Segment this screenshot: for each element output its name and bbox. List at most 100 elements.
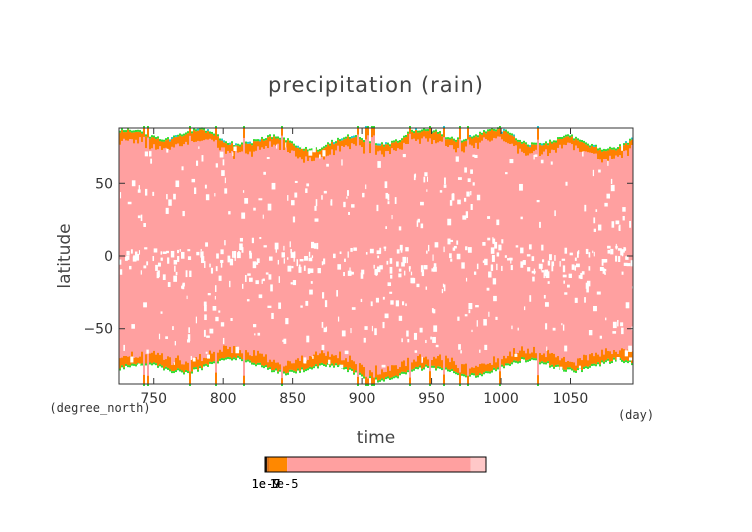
heatmap-gap bbox=[200, 251, 204, 258]
heatmap-gap bbox=[252, 261, 257, 269]
heatmap-cell bbox=[599, 356, 601, 365]
heatmap-cell bbox=[499, 126, 501, 128]
heatmap-cell bbox=[289, 361, 291, 370]
heatmap-gap bbox=[220, 322, 225, 327]
heatmap-cell bbox=[223, 142, 225, 148]
heatmap-gap bbox=[262, 214, 264, 219]
heatmap-cell bbox=[225, 143, 227, 154]
heatmap-cell bbox=[549, 139, 551, 142]
heatmap-cell bbox=[525, 353, 527, 361]
heatmap-gap bbox=[324, 300, 328, 308]
heatmap-gap bbox=[167, 282, 171, 287]
heatmap-cell bbox=[423, 367, 425, 370]
heatmap-gap bbox=[205, 351, 208, 354]
heatmap-cell bbox=[413, 368, 415, 371]
heatmap-cell bbox=[423, 357, 425, 368]
heatmap-gap bbox=[224, 240, 226, 246]
heatmap-cell bbox=[311, 367, 313, 370]
heatmap-cell bbox=[313, 148, 315, 367]
heatmap-gap bbox=[256, 258, 260, 263]
heatmap-cell bbox=[583, 367, 585, 370]
heatmap-gap bbox=[312, 146, 316, 153]
heatmap-cell bbox=[395, 375, 397, 378]
heatmap-cell bbox=[381, 144, 383, 379]
heatmap-gap bbox=[341, 330, 346, 337]
heatmap-cell bbox=[197, 359, 199, 370]
heatmap-gap bbox=[468, 309, 471, 314]
heatmap-cell bbox=[533, 358, 535, 361]
heatmap-gap bbox=[588, 252, 591, 258]
x-tick-label: 950 bbox=[418, 391, 445, 407]
heatmap-cell bbox=[509, 132, 511, 135]
heatmap-cell bbox=[153, 362, 155, 365]
heatmap-cell bbox=[277, 371, 279, 374]
heatmap-cell bbox=[423, 130, 425, 137]
heatmap-cell bbox=[181, 134, 183, 137]
heatmap-cell bbox=[435, 358, 437, 369]
heatmap-cell bbox=[485, 364, 487, 372]
heatmap-cell bbox=[243, 128, 245, 138]
heatmap-cell bbox=[147, 128, 149, 138]
heatmap-cell bbox=[359, 139, 361, 146]
heatmap-gap bbox=[426, 250, 428, 254]
heatmap-cell bbox=[609, 361, 611, 364]
heatmap-cell bbox=[273, 370, 275, 373]
heatmap-cell bbox=[447, 139, 449, 370]
heatmap-gap bbox=[586, 280, 591, 287]
heatmap-gap bbox=[382, 321, 385, 329]
heatmap-cell bbox=[191, 371, 193, 374]
heatmap-gap bbox=[157, 262, 161, 267]
heatmap-gap bbox=[462, 215, 467, 220]
heatmap-cell bbox=[451, 138, 453, 369]
heatmap-cell bbox=[305, 148, 307, 157]
heatmap-cell bbox=[563, 369, 565, 372]
heatmap-gap bbox=[138, 185, 140, 192]
heatmap-cell bbox=[513, 136, 515, 361]
heatmap-cell bbox=[217, 136, 219, 148]
heatmap-cell bbox=[221, 351, 223, 359]
heatmap-cell bbox=[483, 372, 485, 375]
heatmap-cell bbox=[145, 136, 147, 149]
colorbar-band bbox=[269, 457, 288, 472]
heatmap-cell bbox=[179, 133, 181, 136]
heatmap-gap bbox=[470, 169, 473, 174]
heatmap-cell bbox=[487, 371, 489, 374]
heatmap-cell bbox=[399, 140, 401, 143]
heatmap-cell bbox=[605, 360, 607, 363]
heatmap-gap bbox=[251, 237, 254, 244]
heatmap-cell bbox=[129, 365, 131, 368]
heatmap-gap bbox=[344, 258, 346, 262]
heatmap-gap bbox=[584, 297, 586, 303]
heatmap-cell bbox=[167, 137, 169, 140]
heatmap-cell bbox=[139, 356, 141, 364]
heatmap-cell bbox=[469, 374, 471, 377]
heatmap-cell bbox=[189, 371, 191, 384]
heatmap-cell bbox=[171, 371, 173, 374]
heatmap-cell bbox=[609, 148, 611, 362]
heatmap-gap bbox=[562, 324, 565, 331]
heatmap-cell bbox=[511, 356, 513, 363]
heatmap-cell bbox=[427, 365, 429, 368]
heatmap-cell bbox=[299, 147, 301, 150]
heatmap-gap bbox=[239, 237, 244, 242]
heatmap-cell bbox=[217, 352, 219, 362]
heatmap-gap bbox=[517, 327, 519, 331]
heatmap-cell bbox=[277, 136, 279, 139]
heatmap-cell bbox=[241, 359, 243, 362]
heatmap-cell bbox=[501, 131, 503, 134]
heatmap-cell bbox=[151, 352, 153, 364]
heatmap-gap bbox=[607, 245, 611, 249]
heatmap-cell bbox=[307, 149, 309, 152]
heatmap-cell bbox=[527, 144, 529, 147]
heatmap-gap bbox=[410, 271, 413, 276]
heatmap-cell bbox=[605, 149, 607, 152]
heatmap-cell bbox=[281, 378, 283, 384]
heatmap-cell bbox=[453, 138, 455, 141]
heatmap-cell bbox=[331, 141, 333, 150]
heatmap-cell bbox=[517, 141, 519, 154]
colorbar-band bbox=[265, 457, 268, 472]
heatmap-cell bbox=[433, 365, 435, 368]
heatmap-cell bbox=[441, 360, 443, 369]
heatmap-cell bbox=[431, 133, 433, 366]
heatmap-gap bbox=[255, 280, 259, 285]
